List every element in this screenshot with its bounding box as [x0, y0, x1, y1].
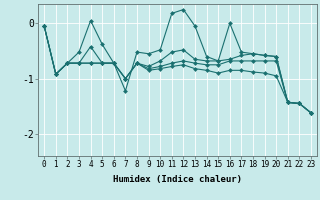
- X-axis label: Humidex (Indice chaleur): Humidex (Indice chaleur): [113, 175, 242, 184]
